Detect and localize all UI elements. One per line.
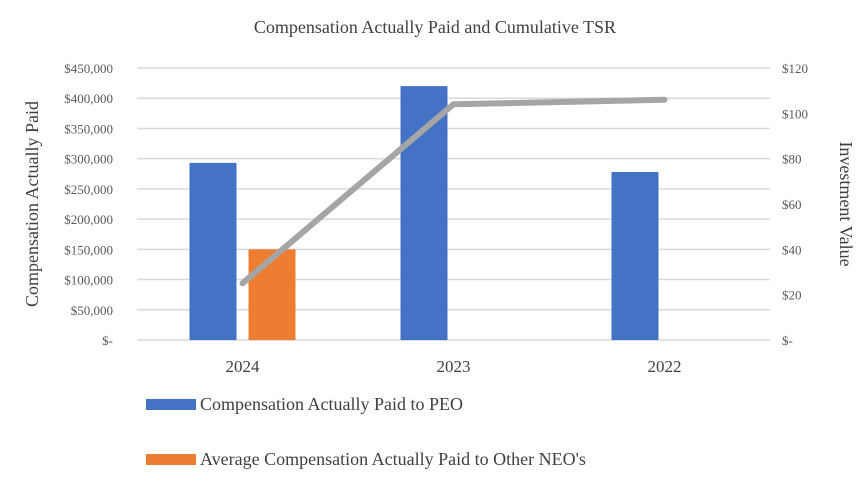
y-tick-label: $250,000 — [64, 182, 113, 197]
y-tick-label: $100,000 — [64, 273, 113, 288]
y-tick-label: $200,000 — [64, 212, 113, 227]
legend-item-neo: Average Compensation Actually Paid to Ot… — [146, 449, 586, 470]
y2-tick-label: $- — [782, 333, 793, 348]
legend-swatch — [146, 454, 196, 465]
y2-tick-label: $120 — [782, 61, 808, 76]
bar-peo-2023 — [400, 86, 448, 340]
x-tick-label: 2022 — [648, 357, 682, 376]
tsr-line — [239, 96, 668, 287]
y-tick-label: $50,000 — [71, 303, 113, 318]
legend-swatch — [146, 399, 196, 410]
x-tick-label: 2023 — [437, 357, 471, 376]
y2-tick-label: $40 — [782, 242, 802, 257]
legend-label: Average Compensation Actually Paid to Ot… — [200, 449, 586, 469]
chart-title: Compensation Actually Paid and Cumulativ… — [254, 17, 616, 37]
y-tick-label: $350,000 — [64, 121, 113, 136]
y-axis-label: Compensation Actually Paid — [22, 101, 42, 307]
legend-item-peo: Compensation Actually Paid to PEO — [146, 394, 463, 415]
y-tick-label: $150,000 — [64, 242, 113, 257]
bar-neo-2024 — [248, 249, 296, 340]
y2-tick-label: $100 — [782, 106, 808, 121]
y2-axis-label: Investment Value — [836, 141, 856, 266]
x-tick-label: 2024 — [226, 357, 261, 376]
y-tick-label: $450,000 — [64, 61, 113, 76]
y2-tick-label: $60 — [782, 197, 802, 212]
bar-peo-2022 — [611, 171, 659, 340]
bar-peo-2024 — [189, 162, 237, 340]
y-tick-label: $- — [102, 333, 113, 348]
y2-tick-label: $80 — [782, 152, 802, 167]
y2-tick-label: $20 — [782, 288, 802, 303]
y-tick-label: $300,000 — [64, 152, 113, 167]
legend-label: Compensation Actually Paid to PEO — [200, 394, 463, 414]
y-tick-label: $400,000 — [64, 91, 113, 106]
